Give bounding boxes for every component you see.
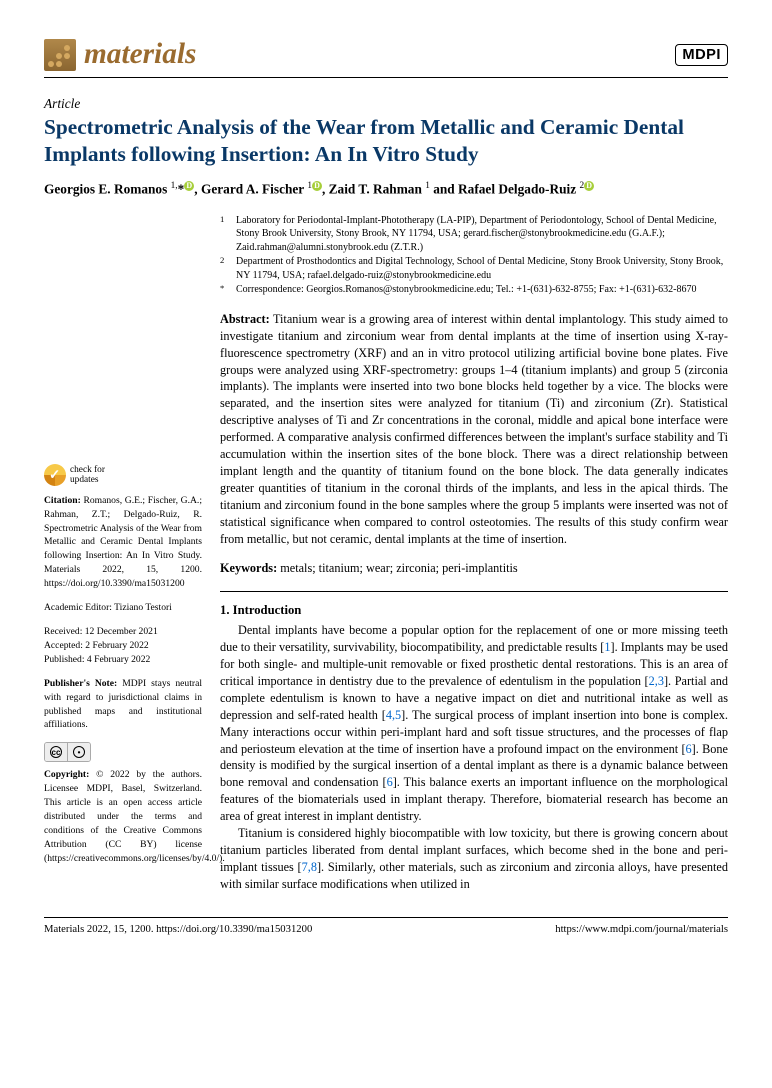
dates-block: Received: 12 December 2021 Accepted: 2 F… — [44, 625, 202, 667]
footer-left: Materials 2022, 15, 1200. https://doi.or… — [44, 924, 312, 935]
page-header: materials MDPI — [44, 38, 728, 78]
article-title: Spectrometric Analysis of the Wear from … — [44, 114, 728, 167]
author-list: Georgios E. Romanos 1,*D, Gerard A. Fisc… — [44, 181, 728, 197]
main-column: 1Laboratory for Periodontal-Implant-Phot… — [220, 214, 728, 893]
section-heading-intro: 1. Introduction — [220, 602, 728, 619]
abstract: Abstract: Titanium wear is a growing are… — [220, 311, 728, 548]
article-type: Article — [44, 96, 728, 112]
publishers-note: Publisher's Note: MDPI stays neutral wit… — [44, 677, 202, 733]
footer-right: https://www.mdpi.com/journal/materials — [555, 924, 728, 935]
intro-paragraph-2: Titanium is considered highly biocompati… — [220, 825, 728, 893]
keywords: Keywords: metals; titanium; wear; zircon… — [220, 560, 728, 592]
journal-logo: materials — [44, 38, 196, 71]
check-updates-icon — [44, 464, 66, 486]
journal-name: materials — [84, 38, 196, 71]
sidebar: check for updates Citation: Romanos, G.E… — [44, 214, 202, 893]
publisher-logo: MDPI — [675, 44, 728, 66]
affiliations: 1Laboratory for Periodontal-Implant-Phot… — [220, 214, 728, 297]
page-footer: Materials 2022, 15, 1200. https://doi.or… — [44, 917, 728, 935]
copyright-block: Copyright: © 2022 by the authors. Licens… — [44, 768, 202, 865]
check-for-updates[interactable]: check for updates — [44, 464, 202, 486]
journal-icon — [44, 39, 76, 71]
academic-editor: Academic Editor: Tiziano Testori — [44, 601, 202, 615]
cc-license-badge[interactable]: cc • — [44, 742, 91, 762]
check-updates-label: check for updates — [70, 465, 105, 486]
intro-paragraph-1: Dental implants have become a popular op… — [220, 622, 728, 825]
citation-block: Citation: Romanos, G.E.; Fischer, G.A.; … — [44, 494, 202, 591]
